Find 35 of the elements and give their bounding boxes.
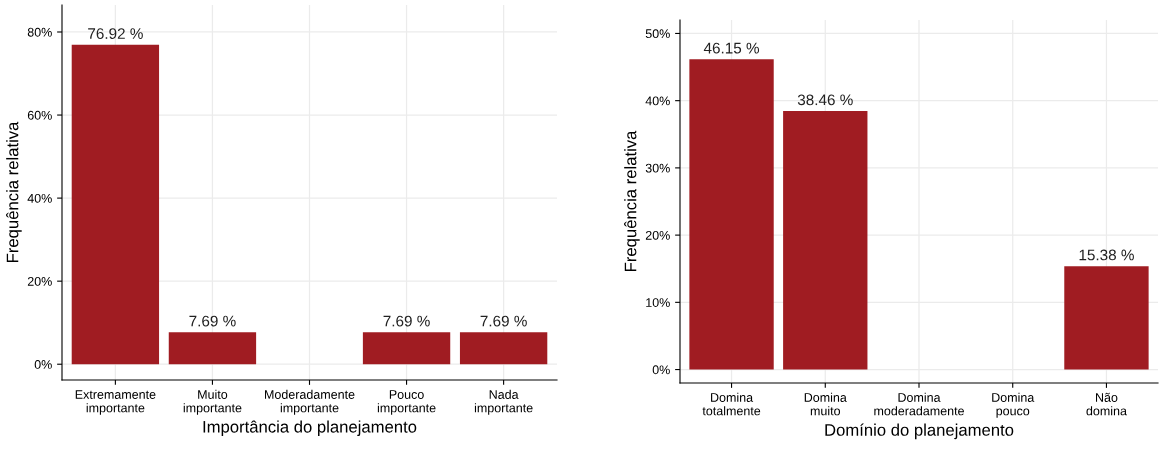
x-tick-label: Extremamente importante (75, 390, 156, 415)
x-axis-title: Domínio do planejamento (825, 423, 1014, 440)
x-axis-title: Importância do planejamento (203, 420, 417, 436)
y-tick-label: 10% (646, 298, 670, 307)
y-tick-label: 60% (27, 110, 52, 120)
bar (783, 111, 868, 370)
x-tick-label: Domina moderadamente (874, 392, 964, 416)
x-tick-label: Domina totalmente (702, 392, 761, 416)
x-tick-label: Domina pouco (992, 392, 1035, 418)
y-tick-label: 40% (27, 193, 52, 203)
x-tick-label: Nada importante (474, 389, 533, 415)
data-label: 46.15 % (703, 42, 760, 54)
data-label: 15.38 % (1079, 249, 1134, 261)
x-tick-label: Muito importante (183, 389, 242, 415)
y-tick-label: 40% (645, 96, 670, 106)
data-label: 38.46 % (797, 94, 853, 106)
x-tick-label: Domina muito (804, 392, 847, 416)
data-label: 7.69 % (383, 315, 430, 327)
y-tick-label: 20% (27, 276, 52, 286)
bar (689, 59, 774, 370)
bar (1064, 266, 1149, 370)
x-tick-label: Moderadamente importante (265, 389, 355, 415)
y-tick-label: 80% (27, 27, 52, 37)
x-tick-label: Pouco importante (377, 390, 436, 415)
data-label: 7.69 % (189, 315, 236, 327)
y-axis-title: Frequência relativa (6, 121, 22, 262)
data-label: 76.92 % (88, 28, 143, 39)
y-axis-title: Frequência relativa (624, 130, 640, 271)
y-tick-label: 0% (652, 365, 670, 375)
y-tick-label: 20% (645, 230, 670, 240)
x-tick-label: Não domina (1086, 392, 1127, 416)
y-tick-label: 30% (645, 163, 670, 173)
data-label: 7.69 % (480, 315, 527, 327)
y-tick-label: 50% (645, 29, 670, 39)
y-tick-label: 0% (34, 360, 52, 369)
